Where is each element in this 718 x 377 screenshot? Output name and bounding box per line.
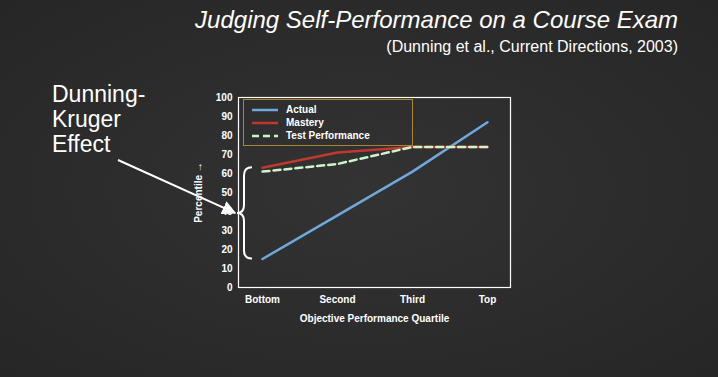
html-text:(Dunning et al., Current Direc: (Dunning et al., Current Directions, 200… [386,38,678,55]
svg-text:Objective Performance Quartile: Objective Performance Quartile [300,313,450,324]
html-text:Test Performance: Test Performance [286,130,370,141]
html-text:Dunning-Kruger Effect: Dunning-Kruger Effect [52,81,146,157]
svg-text:30: 30 [221,225,233,236]
html-text:Mastery: Mastery [286,117,324,128]
svg-text:40: 40 [221,206,233,217]
svg-text:Top: Top [479,294,497,305]
svg-text:10: 10 [221,263,233,274]
svg-text:Bottom: Bottom [245,294,280,305]
svg-text:0: 0 [227,282,233,293]
svg-text:90: 90 [221,111,233,122]
svg-text:80: 80 [221,130,233,141]
svg-text:Third: Third [400,294,425,305]
svg-text:60: 60 [221,168,233,179]
svg-text:70: 70 [221,149,233,160]
svg-text:50: 50 [221,187,233,198]
html-text:Actual: Actual [286,104,317,115]
svg-text:20: 20 [221,244,233,255]
svg-text:Percentile →: Percentile → [193,162,204,223]
svg-text:100: 100 [216,92,233,103]
html-text:Judging Self-Performance on a: Judging Self-Performance on a Course Exa… [195,6,678,33]
svg-text:Second: Second [319,294,355,305]
